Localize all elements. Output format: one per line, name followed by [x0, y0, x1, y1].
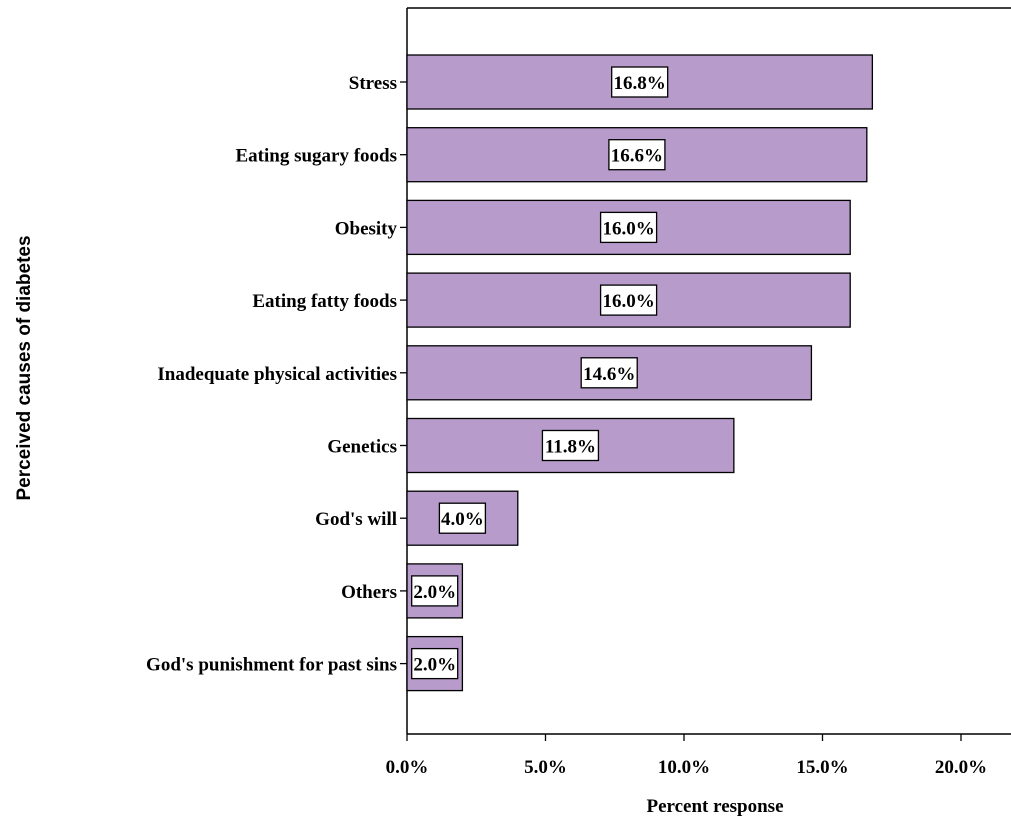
y-axis-title: Perceived causes of diabetes — [14, 235, 35, 500]
bars-group: 16.8% 16.6% 16.0% 16.0% 14.6% 11.8% 4.0% 2.0% 2.… — [406, 54, 874, 692]
data-label-box — [411, 647, 459, 680]
category-label: Stress — [349, 73, 397, 94]
x-tick-label: 20.0% — [935, 757, 987, 778]
category-label: Eating fatty foods — [252, 291, 397, 312]
category-labels: Stress Eating sugary foods Obesity Eating f… — [146, 73, 407, 676]
x-axis-title: Percent response — [646, 796, 783, 817]
data-label: 16.6% — [611, 146, 663, 167]
data-label-box — [599, 284, 658, 316]
x-tick-label: 0.0% — [386, 757, 429, 778]
data-label-box — [608, 139, 666, 171]
data-label: 11.8% — [545, 437, 596, 458]
data-label: 2.0% — [413, 582, 456, 603]
data-label: 16.0% — [602, 218, 654, 239]
category-label: Inadequate physical activities — [157, 364, 397, 385]
data-label-box — [611, 66, 669, 98]
category-label: Others — [341, 582, 397, 603]
data-label-box — [599, 211, 658, 244]
data-label-box — [438, 502, 487, 534]
data-label: 16.0% — [602, 291, 654, 312]
category-label: God's will — [315, 509, 397, 530]
category-label: God's punishment for past sins — [146, 655, 397, 676]
data-label: 14.6% — [583, 364, 635, 385]
x-tick-label: 15.0% — [796, 757, 848, 778]
category-label: Obesity — [335, 218, 398, 239]
data-label: 16.8% — [614, 73, 666, 94]
data-label: 4.0% — [441, 509, 484, 530]
data-label-box — [411, 575, 459, 607]
data-label-box — [580, 357, 638, 389]
category-label: Eating sugary foods — [235, 146, 397, 167]
data-label: 2.0% — [413, 655, 456, 676]
x-tick-label: 5.0% — [524, 757, 567, 778]
x-axis-ticks: 0.0% 5.0% 10.0% 15.0% 20.0% — [386, 734, 987, 778]
category-label: Genetics — [327, 437, 397, 458]
data-label-box — [541, 429, 600, 462]
x-tick-label: 10.0% — [658, 757, 710, 778]
